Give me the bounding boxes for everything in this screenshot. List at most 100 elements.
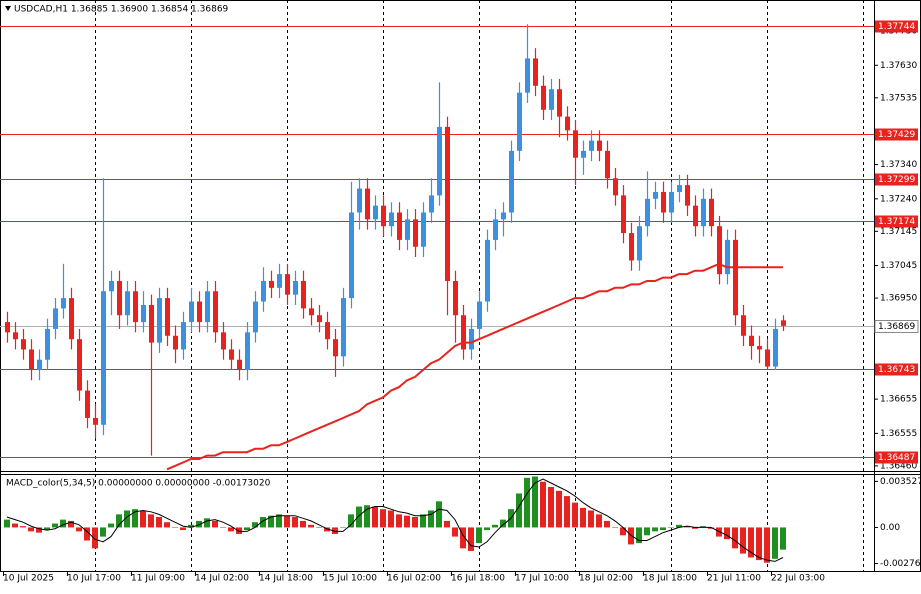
histogram-bar bbox=[692, 527, 698, 529]
level-label-box bbox=[875, 128, 918, 141]
grid bbox=[95, 0, 864, 572]
x-tick-label: 16 Jul 18:00 bbox=[451, 574, 505, 584]
candle-body bbox=[437, 126, 442, 196]
candle-body bbox=[541, 85, 546, 110]
histogram-bar bbox=[524, 477, 530, 528]
histogram-bar bbox=[68, 520, 74, 528]
candle-body bbox=[573, 130, 578, 158]
y-tick-label: 1.37240 bbox=[880, 194, 917, 204]
histogram-bar bbox=[716, 527, 722, 537]
candle-body bbox=[133, 291, 138, 323]
histogram-bar bbox=[652, 527, 658, 532]
x-tick-label: 10 Jul 2025 bbox=[3, 574, 54, 584]
candle-body bbox=[429, 195, 434, 213]
histogram-bar bbox=[684, 526, 690, 528]
x-tick-label: 18 Jul 02:00 bbox=[579, 574, 633, 584]
histogram-bar bbox=[420, 514, 426, 528]
candle-body bbox=[117, 280, 122, 316]
candle-body bbox=[245, 332, 250, 371]
y-tick-label: 0.0035275 bbox=[880, 477, 921, 487]
candle-body bbox=[781, 320, 786, 326]
candle-body bbox=[109, 280, 114, 292]
histogram-bar bbox=[548, 486, 554, 528]
level-label: 1.37429 bbox=[878, 130, 915, 140]
x-tick-label: 14 Jul 02:00 bbox=[195, 574, 249, 584]
histogram-bar bbox=[132, 509, 138, 528]
plot: 1.377301.376301.375351.373401.372401.371… bbox=[0, 20, 921, 584]
candle-body bbox=[405, 219, 410, 240]
histogram-bar bbox=[204, 518, 210, 528]
x-tick-label: 16 Jul 02:00 bbox=[387, 574, 441, 584]
histogram-bar bbox=[604, 520, 610, 528]
candle-body bbox=[141, 304, 146, 323]
candle-body bbox=[149, 304, 154, 343]
histogram-bar bbox=[532, 476, 538, 528]
candle-body bbox=[669, 191, 674, 213]
level-label-box bbox=[875, 20, 918, 33]
candle-body bbox=[621, 195, 626, 234]
candle-body bbox=[213, 291, 218, 333]
candle-body bbox=[533, 58, 538, 86]
level-label-box bbox=[875, 173, 918, 186]
x-tick-label: 21 Jul 11:00 bbox=[707, 574, 761, 584]
candle-body bbox=[461, 315, 466, 350]
level-label: 1.37174 bbox=[878, 217, 915, 227]
histogram-bar bbox=[748, 527, 754, 558]
histogram-bar bbox=[644, 527, 650, 536]
x-tick-label: 18 Jul 18:00 bbox=[643, 574, 697, 584]
current-price-box bbox=[874, 320, 919, 333]
candle-body bbox=[45, 328, 50, 360]
candle-body bbox=[53, 308, 58, 329]
candle-body bbox=[661, 191, 666, 213]
candle-body bbox=[765, 349, 770, 367]
x-tick-label: 22 Jul 03:00 bbox=[771, 574, 825, 584]
y-tick-label: 1.37535 bbox=[880, 93, 917, 103]
histogram-bar bbox=[164, 522, 170, 528]
candle-body bbox=[653, 191, 658, 199]
histogram-bar bbox=[316, 527, 322, 528]
histogram-bar bbox=[140, 510, 146, 528]
candle-body bbox=[597, 140, 602, 151]
histogram-bar bbox=[372, 506, 378, 528]
y-tick-label: 1.36460 bbox=[880, 461, 917, 471]
histogram-bar bbox=[412, 516, 418, 528]
histogram-bar bbox=[516, 493, 522, 528]
histogram-bar bbox=[356, 506, 362, 528]
candle-body bbox=[301, 280, 306, 309]
candle-body bbox=[725, 239, 730, 275]
y-tick-label: 1.36555 bbox=[880, 429, 917, 439]
current-price-label: 1.36869 bbox=[878, 322, 915, 332]
chart-title: USDCAD,H1 1.36885 1.36900 1.36854 1.3686… bbox=[14, 5, 229, 15]
candle-body bbox=[181, 322, 186, 350]
level-label: 1.37744 bbox=[878, 22, 915, 32]
histogram-bar bbox=[324, 527, 330, 532]
candle-body bbox=[501, 212, 506, 220]
candle-body bbox=[357, 188, 362, 213]
y-tick-label: 1.37145 bbox=[880, 227, 917, 237]
histogram-bar bbox=[60, 519, 66, 528]
histogram-bar bbox=[212, 520, 218, 528]
histogram-bar bbox=[740, 527, 746, 554]
histogram-bar bbox=[196, 520, 202, 528]
histogram-bar bbox=[44, 527, 50, 531]
candle-body bbox=[693, 205, 698, 227]
level-label-box bbox=[875, 215, 918, 228]
histogram-bar bbox=[620, 527, 626, 536]
candle-body bbox=[445, 126, 450, 281]
histogram-bar bbox=[468, 527, 474, 551]
histogram-bar bbox=[724, 527, 730, 540]
candle-body bbox=[173, 335, 178, 350]
candle-body bbox=[565, 116, 570, 131]
candle-body bbox=[93, 417, 98, 425]
candle-body bbox=[277, 274, 282, 288]
histogram-bar bbox=[780, 527, 786, 550]
histogram-bar bbox=[52, 523, 58, 528]
candle-body bbox=[709, 198, 714, 227]
histogram-bar bbox=[340, 527, 346, 528]
candle-body bbox=[253, 301, 258, 333]
histogram-bar bbox=[180, 527, 186, 531]
candle-body bbox=[741, 315, 746, 336]
histogram-bar bbox=[292, 516, 298, 528]
